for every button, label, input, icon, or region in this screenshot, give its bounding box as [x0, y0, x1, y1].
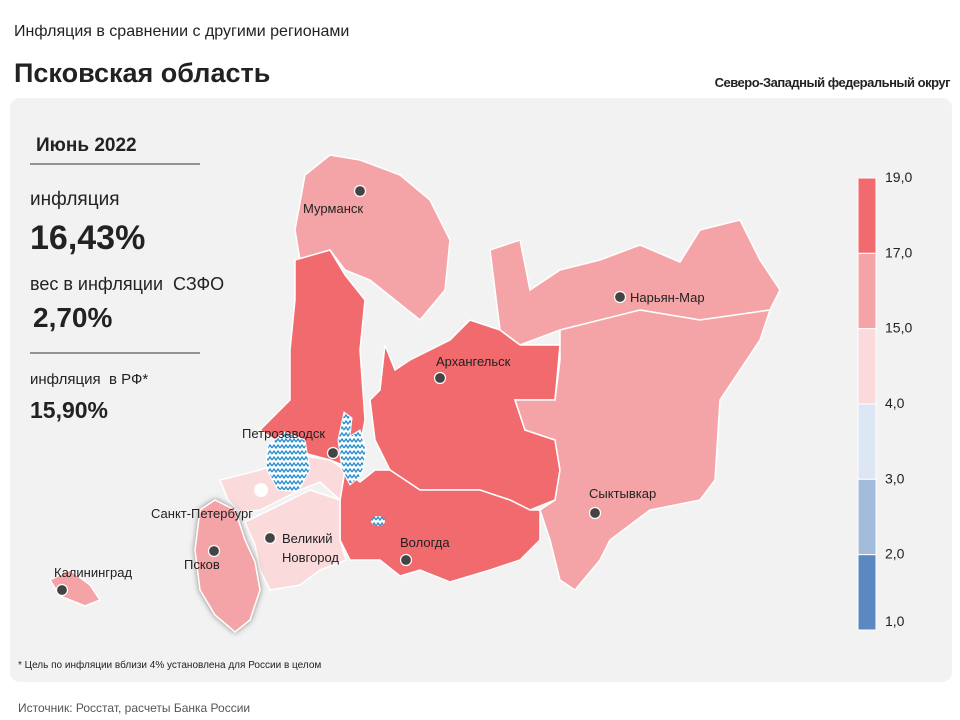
city-dot	[399, 553, 413, 567]
city-label: Мурманск	[303, 201, 363, 216]
city-label: Петрозаводск	[242, 426, 325, 441]
city-label: Вологда	[400, 535, 450, 550]
region-nenets	[489, 219, 781, 346]
spb-city-area	[254, 483, 268, 497]
legend-tick-label: 4,0	[885, 395, 905, 411]
city-label: Калининград	[54, 565, 132, 580]
legend-swatch	[857, 177, 877, 254]
source: Источник: Росстат, расчеты Банка России	[18, 701, 250, 715]
city-dot	[207, 544, 221, 558]
footnote: * Цель по инфляции вблизи 4% установлена…	[18, 659, 321, 671]
city-label: Санкт-Петербург	[151, 506, 253, 521]
city-label: Архангельск	[436, 354, 511, 369]
lake-beloye	[371, 516, 385, 526]
inflation-value: 16,43%	[30, 219, 145, 257]
city-label: Нарьян-Мар	[630, 290, 705, 305]
period: Июнь 2022	[36, 135, 137, 156]
rf-label: инфляция в РФ*	[30, 371, 148, 388]
legend-swatch	[857, 328, 877, 405]
map	[48, 154, 781, 633]
legend-swatch	[857, 554, 877, 631]
inflation-label: инфляция	[30, 189, 119, 210]
city-dot	[55, 583, 69, 597]
city-label: Псков	[184, 557, 220, 572]
region-pskov	[194, 499, 261, 633]
legend-tick-label: 1,0	[885, 613, 905, 629]
city-markers	[55, 184, 627, 597]
region-kaliningrad	[48, 569, 102, 607]
city-dot	[433, 371, 447, 385]
city-dot	[326, 446, 340, 460]
region-komi	[513, 309, 772, 591]
city-dot	[588, 506, 602, 520]
city-label: Новгород	[282, 550, 339, 565]
legend-tick-label: 17,0	[885, 244, 912, 260]
region-novgorod	[244, 489, 347, 591]
legend: 19,0 17,0 15,0 4,0 3,0 2,0 1,0	[857, 169, 912, 631]
legend-tick-label: 2,0	[885, 546, 905, 562]
legend-swatch	[857, 252, 877, 330]
lake-ladoga	[265, 431, 311, 493]
weight-label: вес в инфляции СЗФО	[30, 274, 224, 294]
city-dot	[353, 184, 367, 198]
legend-tick-label: 15,0	[885, 320, 912, 336]
rf-value: 15,90%	[30, 397, 108, 423]
lake-onega	[337, 411, 367, 486]
legend-tick-label: 3,0	[885, 470, 905, 486]
district: Северо-Западный федеральный округ	[715, 75, 951, 90]
title: Псковская область	[14, 58, 270, 88]
legend-swatch	[857, 403, 877, 480]
legend-tick-label: 19,0	[885, 169, 912, 185]
city-label: Великий	[282, 531, 333, 546]
city-label: Сыктывкар	[589, 486, 656, 501]
subtitle: Инфляция в сравнении с другими регионами	[14, 23, 349, 40]
legend-swatch	[857, 478, 877, 556]
city-dot	[263, 531, 277, 545]
weight-value: 2,70%	[33, 302, 112, 333]
region-vologda	[339, 468, 541, 583]
city-dot	[613, 290, 627, 304]
